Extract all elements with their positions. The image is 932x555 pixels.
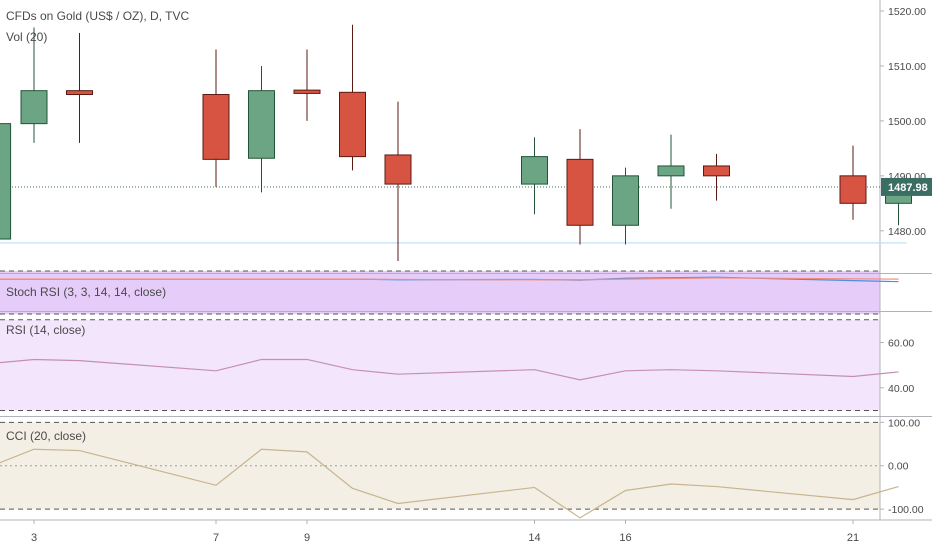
candle-body-4[interactable] (248, 90, 275, 159)
main-chart-title: CFDs on Gold (US$ / OZ), D, TVC (6, 9, 190, 23)
candle-body-5[interactable] (293, 89, 321, 94)
rsi-band-fill (0, 319, 880, 411)
rsi-label: RSI (14, close) (6, 323, 86, 337)
time-tick-label: 21 (847, 532, 859, 544)
last-price-label: 1487.98 (888, 182, 928, 194)
price-y-tick-label: 1520.00 (888, 6, 926, 18)
rsi-y-tick-label: 60.00 (888, 337, 914, 349)
cci-y-tick-label: 0.00 (888, 461, 909, 473)
cci-series-line (0, 448, 899, 519)
candle-body-3[interactable] (202, 94, 230, 160)
price-y-tick-label: 1480.00 (888, 226, 926, 238)
candle-body-11[interactable] (657, 165, 685, 177)
last-price-badge (881, 177, 932, 196)
time-tick-label: 3 (31, 532, 37, 544)
stoch-rsi-label: Stoch RSI (3, 3, 14, 14, close) (6, 285, 167, 299)
candle-body-0[interactable] (0, 123, 12, 240)
time-tick-label: 9 (304, 532, 310, 544)
candle-body-9[interactable] (566, 158, 594, 226)
candle-body-6[interactable] (339, 91, 366, 158)
price-y-tick-label: 1510.00 (888, 61, 926, 73)
time-tick-label: 14 (528, 532, 540, 544)
candle-body-8[interactable] (521, 156, 548, 185)
cci-y-tick-label: 100.00 (888, 417, 920, 429)
time-tick-label: 7 (213, 532, 219, 544)
stoch-series-d (0, 277, 899, 281)
candle-body-2[interactable] (66, 90, 93, 96)
cci-y-tick-label: -100.00 (888, 504, 924, 516)
candle-body-7[interactable] (384, 154, 412, 185)
candle-body-13[interactable] (839, 175, 867, 204)
cci-label: CCI (20, close) (6, 429, 87, 443)
candle-body-12[interactable] (703, 165, 730, 177)
time-tick-label: 16 (619, 532, 631, 544)
rsi-y-tick-label: 40.00 (888, 383, 914, 395)
rsi-series-line (0, 358, 899, 381)
volume-indicator-label: Vol (20) (6, 30, 48, 44)
candle-body-1[interactable] (20, 90, 48, 125)
candle-body-10[interactable] (612, 175, 639, 226)
price-y-tick-label: 1500.00 (888, 116, 926, 128)
